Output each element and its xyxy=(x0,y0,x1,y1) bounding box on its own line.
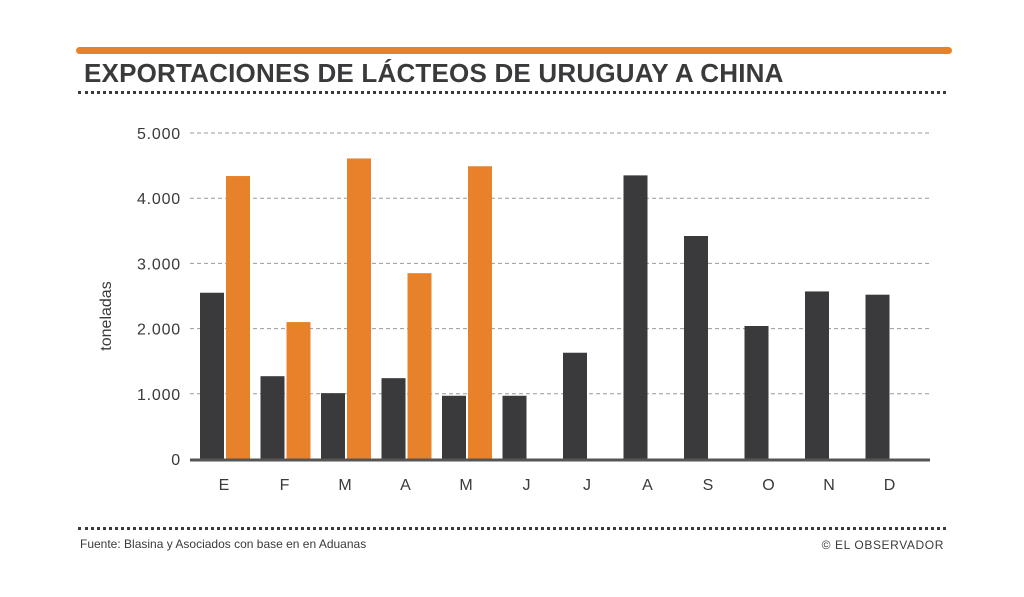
y-tick-label: 3.000 xyxy=(137,256,181,273)
x-tick-label: N xyxy=(823,477,835,494)
x-tick-label: M xyxy=(459,477,472,494)
y-tick-label: 2.000 xyxy=(137,322,181,339)
x-tick-label: F xyxy=(280,477,290,494)
bar-dark xyxy=(563,352,587,459)
x-tick-label: D xyxy=(884,477,896,494)
accent-bar xyxy=(76,47,952,54)
source-note: Fuente: Blasina y Asociados con base en … xyxy=(80,537,367,551)
bar-dark xyxy=(260,376,285,459)
y-axis-label: toneladas xyxy=(98,281,115,350)
x-tick-label: O xyxy=(762,477,774,494)
copyright-credit: © EL OBSERVADOR xyxy=(821,538,944,552)
bar-dark xyxy=(805,291,829,459)
y-tick-label: 1.000 xyxy=(137,387,181,404)
title-divider xyxy=(78,91,946,94)
bar-dark xyxy=(200,292,224,459)
chart-title: EXPORTACIONES DE LÁCTEOS DE URUGUAY A CH… xyxy=(84,58,784,88)
bar-dark xyxy=(623,175,648,459)
bar-orange xyxy=(286,322,311,459)
bar-dark xyxy=(502,395,527,459)
bar-orange xyxy=(407,273,432,459)
x-tick-label: E xyxy=(219,477,230,494)
y-tick-label: 4.000 xyxy=(137,191,181,208)
bar-orange xyxy=(468,166,492,459)
x-tick-label: A xyxy=(400,477,411,494)
x-tick-label: M xyxy=(338,477,351,494)
bar-dark xyxy=(744,325,769,459)
x-tick-label: A xyxy=(642,477,653,494)
x-tick-label: J xyxy=(583,477,591,494)
bar-dark xyxy=(442,395,466,459)
x-tick-label: S xyxy=(703,477,714,494)
bar-dark xyxy=(381,378,406,459)
bar-orange xyxy=(226,176,250,460)
x-tick-label: J xyxy=(523,477,531,494)
bar-dark xyxy=(684,236,708,459)
bar-dark xyxy=(321,393,345,459)
bar-dark xyxy=(865,294,890,459)
bar-orange xyxy=(347,158,371,460)
y-tick-label: 0 xyxy=(171,452,181,469)
y-tick-label: 5.000 xyxy=(137,126,181,143)
footer-divider xyxy=(78,527,946,530)
